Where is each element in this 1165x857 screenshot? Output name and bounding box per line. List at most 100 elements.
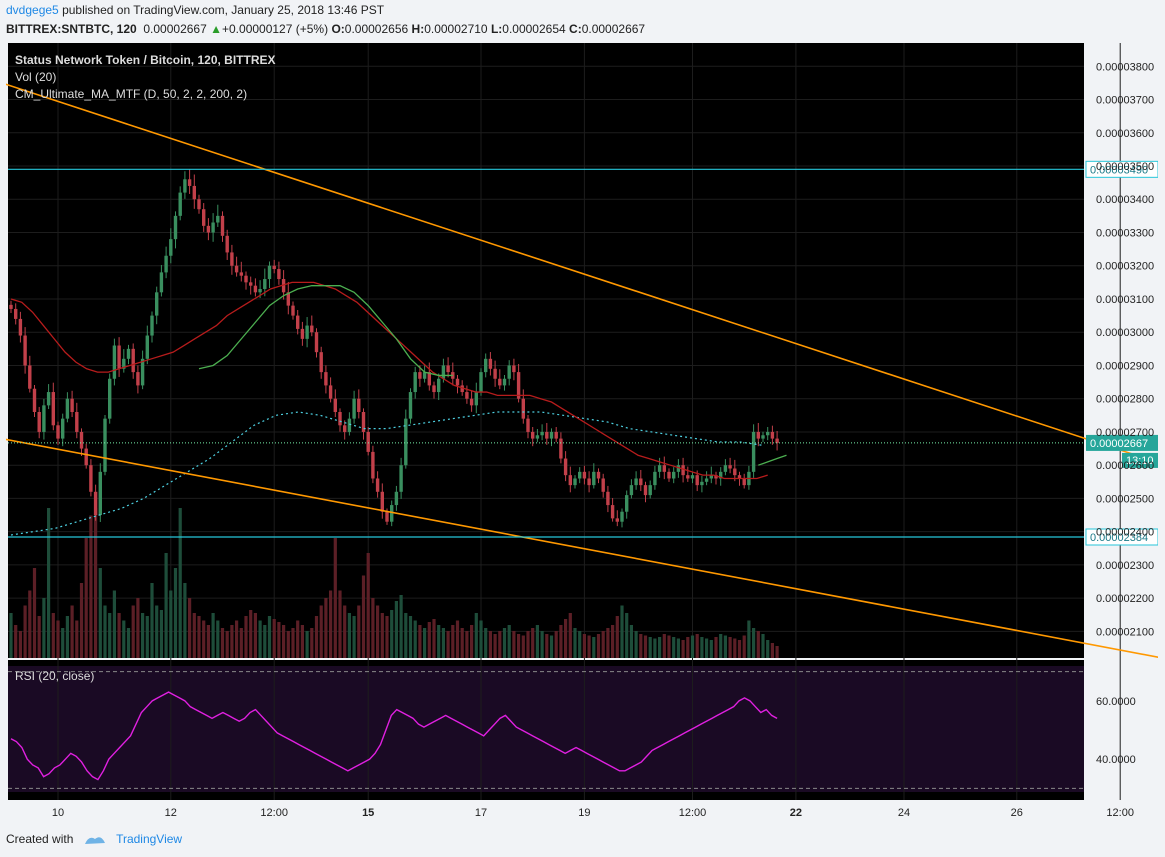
tradingview-logo-icon [84,837,105,844]
candle-body [446,365,450,373]
volume-bar [178,508,182,658]
volume-bar [686,637,690,658]
volume-bar [37,616,41,658]
candle-body [723,465,728,472]
candle-body [286,292,290,306]
legend-ma: CM_Ultimate_MA_MTF (D, 50, 2, 2, 200, 2) [15,87,247,101]
candle-body [305,325,309,339]
volume-bar [347,613,351,658]
volume-bar [634,631,638,658]
candle-body [183,179,187,193]
candle-body [249,282,253,286]
volume-bar [474,613,478,658]
volume-bar [235,620,239,658]
candle-body [404,418,408,466]
volume-bar [376,605,380,658]
volume-bar [549,635,554,658]
volume-bar [427,622,431,658]
volume-bar [578,631,582,658]
candle-body [206,225,211,233]
volume-bar [164,553,168,658]
candle-body [610,505,615,519]
candle-body [23,335,27,366]
volume-bar [112,590,116,658]
candle-body [173,215,178,240]
candle-body [32,388,37,412]
candle-body [300,328,305,339]
y-tick-label: 0.00002300 [1096,560,1154,572]
volume-bar [18,631,22,658]
candle-body [573,478,577,486]
volume-bar [89,515,93,658]
candle-body [220,215,225,236]
volume-bar [526,631,530,658]
level-label: 0.00003490 [1090,164,1148,176]
candle-body [441,365,446,379]
candle-body [601,478,605,492]
open-value: 0.00002656 [344,22,409,36]
x-tick-label: 12 [165,807,177,819]
close-value: 0.00002667 [581,22,646,36]
y-tick-label: 0.00002800 [1096,394,1154,406]
candle-body [263,279,267,289]
ma-d-line-tail [758,454,787,466]
volume-bar [606,628,610,658]
volume-bar [408,616,413,658]
y-tick-label: 0.00002900 [1096,360,1154,372]
candle-body [216,215,220,223]
volume-bar [460,628,464,658]
volume-bar [728,637,732,658]
price-axis[interactable] [1084,43,1158,800]
ma-d-line [198,285,453,377]
volume-bar [249,610,253,658]
volume-bar [667,635,671,658]
candle-body [676,465,681,472]
volume-bar [103,605,107,658]
candle-body [474,392,478,406]
volume-bar [413,620,417,658]
quote-line: BITTREX:SNTBTC, 120 0.00002667 ▲+0.00000… [6,22,645,36]
volume-bar [14,625,18,658]
candle-body [700,481,704,486]
candle-body [512,365,516,373]
volume-bar [582,634,586,658]
candle-body [615,518,619,522]
volume-bar [601,631,605,658]
volume-bar [239,628,243,658]
volume-bar [484,628,488,658]
volume-bar [220,628,225,658]
time-axis[interactable] [8,800,1084,823]
candle-body [408,392,413,419]
volume-bar [47,508,51,658]
high-value: 0.00002710 [424,22,488,36]
chart-area[interactable]: 0.00003490 0.00002384 0.00002667 13:10 60.0… [6,43,1158,823]
candle-body [267,265,272,280]
publish-line: dvdgege5 published on TradingView.com, J… [6,3,384,17]
candle-body [155,292,159,316]
up-arrow-icon: ▲ [210,22,222,36]
publisher-link[interactable]: dvdgege5 [6,3,59,17]
volume-bar [319,605,323,658]
volume-bar [380,613,384,658]
volume-bar [267,616,272,658]
candle-body [324,372,328,386]
volume-bar [756,631,760,658]
legend-title: Status Network Token / Bitcoin, 120, BIT… [15,53,276,67]
candle-body [51,392,55,426]
candle-body [469,398,474,406]
volume-bar [766,640,770,658]
candle-body [620,511,624,522]
y-tick-label: 0.00002400 [1096,527,1154,539]
volume-bar [230,625,234,658]
rsi-tick-label: 40.0000 [1096,754,1136,766]
volume-bar [329,590,333,658]
symbol-label: BITTREX:SNTBTC, 120 [6,22,137,36]
candle-body [380,491,384,512]
tradingview-link[interactable]: TradingView [116,832,183,846]
volume-bar [75,620,79,658]
x-tick-label: 12:00 [260,807,288,819]
volume-bar [141,613,145,658]
volume-bar [282,625,286,658]
candle-body [140,358,145,386]
